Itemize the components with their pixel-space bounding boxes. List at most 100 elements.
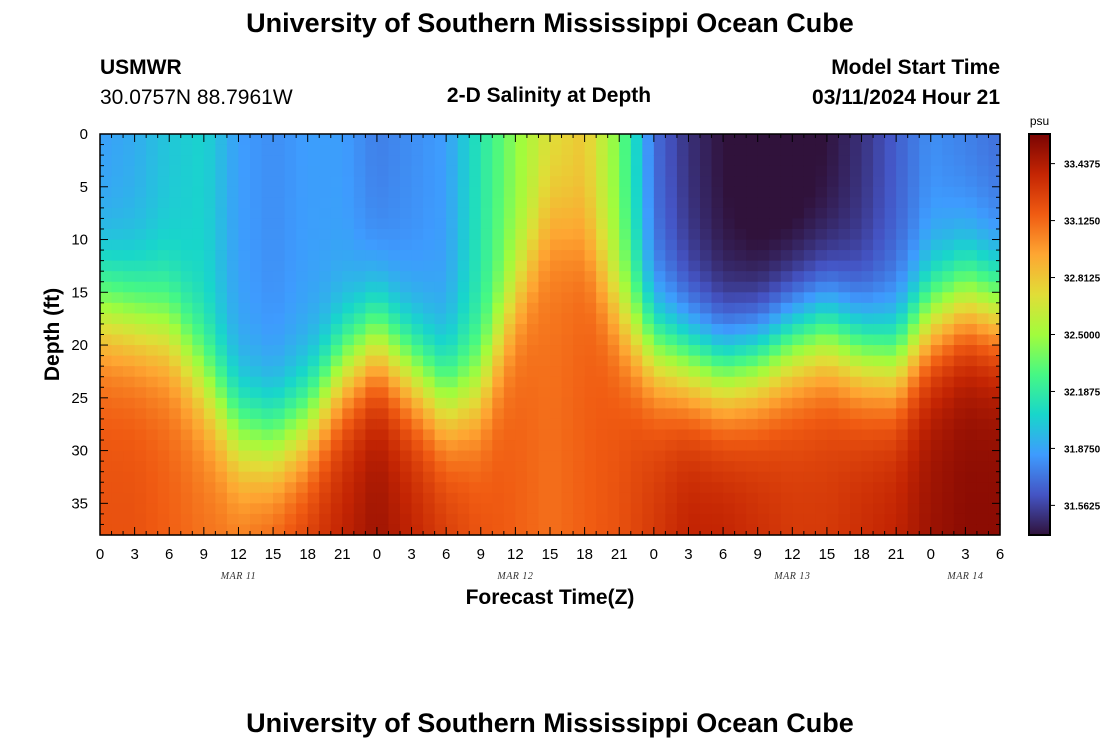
heatmap-cell bbox=[850, 292, 863, 304]
heatmap-cell bbox=[573, 461, 586, 473]
heatmap-cell bbox=[976, 450, 990, 462]
heatmap-cell bbox=[942, 376, 955, 388]
heatmap-cell bbox=[538, 492, 551, 504]
heatmap-cell bbox=[238, 218, 251, 230]
heatmap-cell bbox=[734, 281, 747, 293]
heatmap-cell bbox=[123, 197, 136, 209]
heatmap-cell bbox=[411, 134, 424, 146]
heatmap-cell bbox=[134, 387, 147, 399]
heatmap-cell bbox=[180, 134, 193, 146]
heatmap-cell bbox=[723, 228, 736, 241]
heatmap-cell bbox=[561, 218, 574, 230]
heatmap-cell bbox=[469, 155, 482, 167]
heatmap-cell bbox=[907, 207, 920, 220]
heatmap-cell bbox=[134, 271, 147, 283]
heatmap-cell bbox=[411, 218, 424, 230]
heatmap-cell bbox=[111, 302, 124, 314]
heatmap-cell bbox=[919, 503, 932, 515]
heatmap-cell bbox=[988, 239, 1001, 251]
heatmap-cell bbox=[169, 239, 182, 251]
heatmap-cell bbox=[711, 503, 724, 515]
heatmap-cell bbox=[873, 218, 886, 230]
heatmap-cell bbox=[261, 376, 274, 388]
heatmap-cell bbox=[780, 334, 793, 346]
heatmap-cell bbox=[411, 471, 424, 483]
heatmap-cell bbox=[976, 376, 990, 388]
heatmap-cell bbox=[123, 334, 136, 346]
heatmap-cell bbox=[146, 387, 159, 399]
heatmap-cell bbox=[342, 228, 355, 241]
heatmap-cell bbox=[353, 397, 366, 409]
heatmap-cell bbox=[988, 176, 1001, 188]
heatmap-cell bbox=[930, 218, 943, 230]
heatmap-cell bbox=[134, 313, 147, 325]
heatmap-cell bbox=[192, 513, 205, 526]
heatmap-cell bbox=[965, 408, 978, 420]
heatmap-cell bbox=[307, 134, 320, 146]
heatmap-cell bbox=[573, 376, 586, 388]
heatmap-cell bbox=[942, 313, 955, 325]
heatmap-cell bbox=[515, 165, 528, 177]
heatmap-cell bbox=[515, 218, 528, 230]
heatmap-cell bbox=[365, 250, 378, 262]
heatmap-cell bbox=[480, 218, 493, 230]
heatmap-cell bbox=[226, 471, 240, 483]
heatmap-cell bbox=[503, 250, 516, 262]
heatmap-cell bbox=[561, 186, 574, 198]
heatmap-cell bbox=[573, 218, 586, 230]
heatmap-cell bbox=[596, 271, 609, 283]
heatmap-cell bbox=[388, 503, 401, 515]
heatmap-cell bbox=[769, 155, 782, 167]
date-label: MAR 14 bbox=[946, 571, 983, 582]
heatmap-cell bbox=[607, 281, 620, 293]
heatmap-cell bbox=[746, 134, 759, 146]
heatmap-cell bbox=[423, 250, 436, 262]
heatmap-cell bbox=[134, 134, 147, 146]
heatmap-cell bbox=[930, 176, 943, 188]
heatmap-cell bbox=[826, 165, 840, 177]
heatmap-cell bbox=[676, 387, 690, 399]
heatmap-cell bbox=[596, 334, 609, 346]
heatmap-cell bbox=[307, 165, 320, 177]
heatmap-cell bbox=[803, 376, 816, 388]
heatmap-cell bbox=[930, 418, 943, 431]
heatmap-cell bbox=[838, 228, 851, 241]
heatmap-cell bbox=[665, 144, 678, 156]
heatmap-cell bbox=[896, 440, 909, 452]
heatmap-cell bbox=[619, 408, 632, 420]
heatmap-cell bbox=[653, 155, 666, 167]
heatmap-cell bbox=[238, 429, 251, 441]
heatmap-cell bbox=[780, 260, 793, 272]
heatmap-cell bbox=[596, 144, 609, 156]
heatmap-cell bbox=[157, 144, 170, 156]
heatmap-cell bbox=[423, 450, 436, 462]
heatmap-cell bbox=[792, 228, 805, 241]
heatmap-cell bbox=[953, 355, 966, 367]
heatmap-cell bbox=[919, 440, 932, 452]
heatmap-cell bbox=[353, 155, 366, 167]
heatmap-cell bbox=[550, 228, 563, 241]
heatmap-cell bbox=[215, 471, 228, 483]
heatmap-cell bbox=[642, 334, 655, 346]
heatmap-cell bbox=[365, 197, 378, 209]
heatmap-cell bbox=[434, 250, 447, 262]
heatmap-cell bbox=[411, 397, 424, 409]
heatmap-cell bbox=[757, 503, 770, 515]
heatmap-cell bbox=[584, 313, 597, 325]
heatmap-cell bbox=[815, 144, 828, 156]
heatmap-cell bbox=[826, 355, 840, 367]
heatmap-cell bbox=[526, 397, 540, 409]
heatmap-cell bbox=[123, 503, 136, 515]
heatmap-cell bbox=[111, 355, 124, 367]
heatmap-cell bbox=[896, 218, 909, 230]
heatmap-cell bbox=[826, 387, 840, 399]
heatmap-cell bbox=[226, 207, 240, 220]
heatmap-cell bbox=[457, 513, 470, 526]
heatmap-cell bbox=[550, 134, 563, 146]
heatmap-cell bbox=[388, 281, 401, 293]
heatmap-cell bbox=[861, 134, 874, 146]
heatmap-cell bbox=[850, 313, 863, 325]
heatmap-cell bbox=[434, 334, 447, 346]
heatmap-cell bbox=[203, 197, 216, 209]
